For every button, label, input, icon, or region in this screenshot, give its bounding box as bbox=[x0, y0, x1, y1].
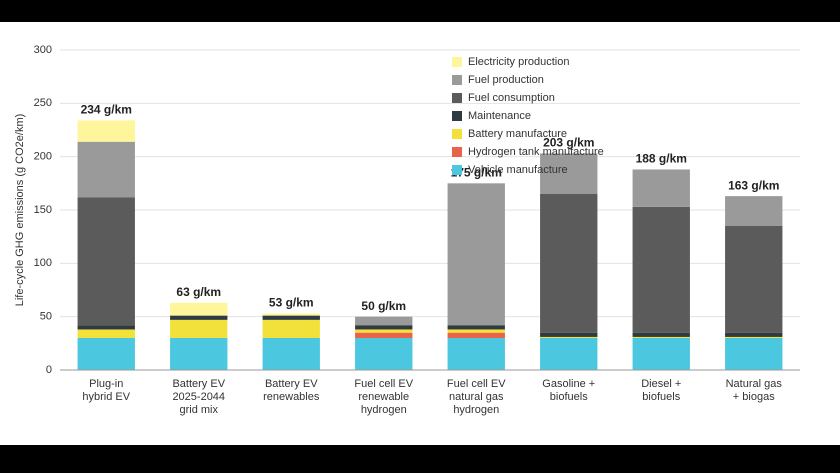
total-label: 188 g/km bbox=[636, 152, 687, 166]
x-tick-label: Battery EV 2025-2044 grid mix bbox=[172, 378, 225, 416]
x-tick-label: Natural gas + biogas bbox=[726, 378, 783, 403]
bar-segment bbox=[77, 120, 135, 142]
legend-label: Hydrogen tank manufacture bbox=[468, 146, 604, 158]
legend-label: Vehicle manufacture bbox=[468, 164, 568, 176]
legend-label: Battery manufacture bbox=[468, 128, 567, 140]
legend-label: Electricity production bbox=[468, 56, 570, 68]
bar-segment bbox=[540, 153, 598, 194]
total-label: 63 g/km bbox=[176, 285, 221, 299]
bar-segment bbox=[447, 338, 505, 370]
y-tick-label: 300 bbox=[34, 44, 52, 56]
bar-segment bbox=[355, 316, 413, 326]
bar-segment bbox=[632, 206, 690, 333]
bar-segment bbox=[632, 336, 690, 338]
bar-segment bbox=[77, 329, 135, 338]
legend-swatch bbox=[452, 75, 462, 85]
bar-segment bbox=[632, 338, 690, 370]
total-label: 234 g/km bbox=[81, 103, 132, 117]
x-tick-label: Fuel cell EV renewable hydrogen bbox=[354, 378, 413, 416]
total-label: 53 g/km bbox=[269, 296, 314, 310]
bar-segment bbox=[262, 338, 320, 370]
x-tick-label: Diesel + biofuels bbox=[641, 378, 681, 403]
bar-segment bbox=[540, 332, 598, 337]
legend-label: Fuel production bbox=[468, 74, 544, 86]
bar-segment bbox=[355, 332, 413, 338]
total-label: 175 g/km bbox=[451, 166, 502, 180]
bar-segment bbox=[725, 338, 783, 370]
bar-segment bbox=[540, 338, 598, 370]
x-tick-label: Plug-in hybrid EV bbox=[82, 378, 130, 403]
total-label: 50 g/km bbox=[361, 299, 406, 313]
bar-segment bbox=[170, 319, 228, 338]
bar-segment bbox=[725, 196, 783, 226]
y-tick-label: 250 bbox=[34, 97, 52, 109]
bar-segment bbox=[262, 319, 320, 338]
bar-segment bbox=[77, 325, 135, 330]
legend-label: Maintenance bbox=[468, 110, 531, 122]
total-label: 203 g/km bbox=[543, 136, 594, 150]
y-tick-label: 200 bbox=[34, 151, 52, 163]
bottom-band bbox=[0, 445, 840, 473]
x-tick-label: Fuel cell EV natural gas hydrogen bbox=[447, 378, 506, 416]
bar-segment bbox=[170, 338, 228, 370]
bar-segment bbox=[262, 315, 320, 320]
bar-segment bbox=[170, 302, 228, 316]
y-tick-label: 0 bbox=[46, 364, 52, 376]
bar-segment bbox=[540, 336, 598, 338]
bar-segment bbox=[725, 226, 783, 333]
legend-swatch bbox=[452, 165, 462, 175]
total-label: 163 g/km bbox=[728, 178, 779, 192]
bar-segment bbox=[632, 332, 690, 337]
bar-segment bbox=[447, 329, 505, 333]
legend-swatch bbox=[452, 147, 462, 157]
bar-segment bbox=[77, 141, 135, 198]
bar-segment bbox=[170, 315, 228, 320]
bar-segment bbox=[355, 329, 413, 333]
bar-segment bbox=[77, 338, 135, 370]
x-tick-label: Gasoline + biofuels bbox=[542, 378, 595, 403]
legend-swatch bbox=[452, 111, 462, 121]
bar-segment bbox=[725, 332, 783, 337]
bar-segment bbox=[355, 338, 413, 370]
legend-label: Fuel consumption bbox=[468, 92, 555, 104]
y-tick-label: 150 bbox=[34, 204, 52, 216]
bar-segment bbox=[725, 336, 783, 338]
bar-segment bbox=[632, 169, 690, 207]
bar-segment bbox=[447, 183, 505, 326]
y-tick-label: 100 bbox=[34, 257, 52, 269]
bar-segment bbox=[262, 313, 320, 316]
x-tick-label: Battery EV renewables bbox=[263, 378, 320, 403]
y-axis-title: Life-cycle GHG emissions (g CO2e/km) bbox=[14, 114, 26, 307]
bar-segment bbox=[447, 325, 505, 330]
legend-swatch bbox=[452, 57, 462, 67]
bar-segment bbox=[540, 194, 598, 333]
legend-swatch bbox=[452, 129, 462, 139]
top-band bbox=[0, 0, 840, 22]
y-tick-label: 50 bbox=[40, 311, 52, 323]
bar-segment bbox=[77, 197, 135, 326]
bar-segment bbox=[447, 332, 505, 338]
legend-swatch bbox=[452, 93, 462, 103]
bar-segment bbox=[355, 325, 413, 330]
